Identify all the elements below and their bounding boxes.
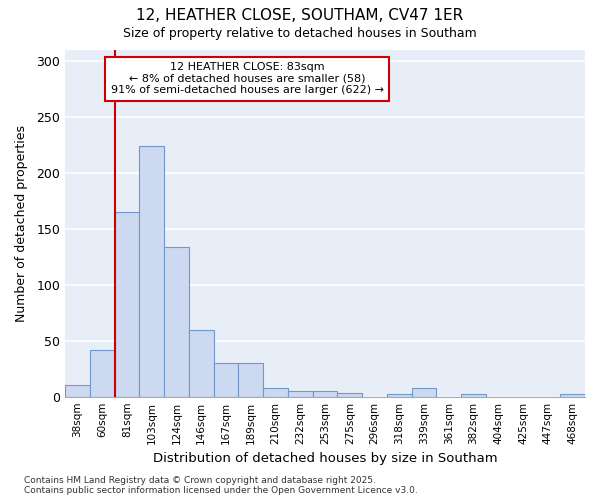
- Bar: [115, 212, 139, 396]
- Text: 12, HEATHER CLOSE, SOUTHAM, CV47 1ER: 12, HEATHER CLOSE, SOUTHAM, CV47 1ER: [136, 8, 464, 22]
- Bar: [337, 394, 362, 396]
- Y-axis label: Number of detached properties: Number of detached properties: [15, 125, 28, 322]
- Bar: [214, 363, 238, 396]
- Bar: [139, 146, 164, 397]
- Bar: [412, 388, 436, 396]
- Bar: [65, 386, 90, 396]
- Bar: [560, 394, 585, 396]
- Bar: [313, 391, 337, 396]
- Bar: [238, 363, 263, 396]
- Bar: [189, 330, 214, 396]
- Bar: [461, 394, 486, 396]
- Bar: [164, 247, 189, 396]
- Bar: [387, 394, 412, 396]
- Bar: [288, 391, 313, 396]
- Text: Contains HM Land Registry data © Crown copyright and database right 2025.
Contai: Contains HM Land Registry data © Crown c…: [24, 476, 418, 495]
- Text: 12 HEATHER CLOSE: 83sqm
← 8% of detached houses are smaller (58)
91% of semi-det: 12 HEATHER CLOSE: 83sqm ← 8% of detached…: [110, 62, 383, 96]
- Bar: [263, 388, 288, 396]
- Text: Size of property relative to detached houses in Southam: Size of property relative to detached ho…: [123, 28, 477, 40]
- X-axis label: Distribution of detached houses by size in Southam: Distribution of detached houses by size …: [153, 452, 497, 465]
- Bar: [90, 350, 115, 397]
